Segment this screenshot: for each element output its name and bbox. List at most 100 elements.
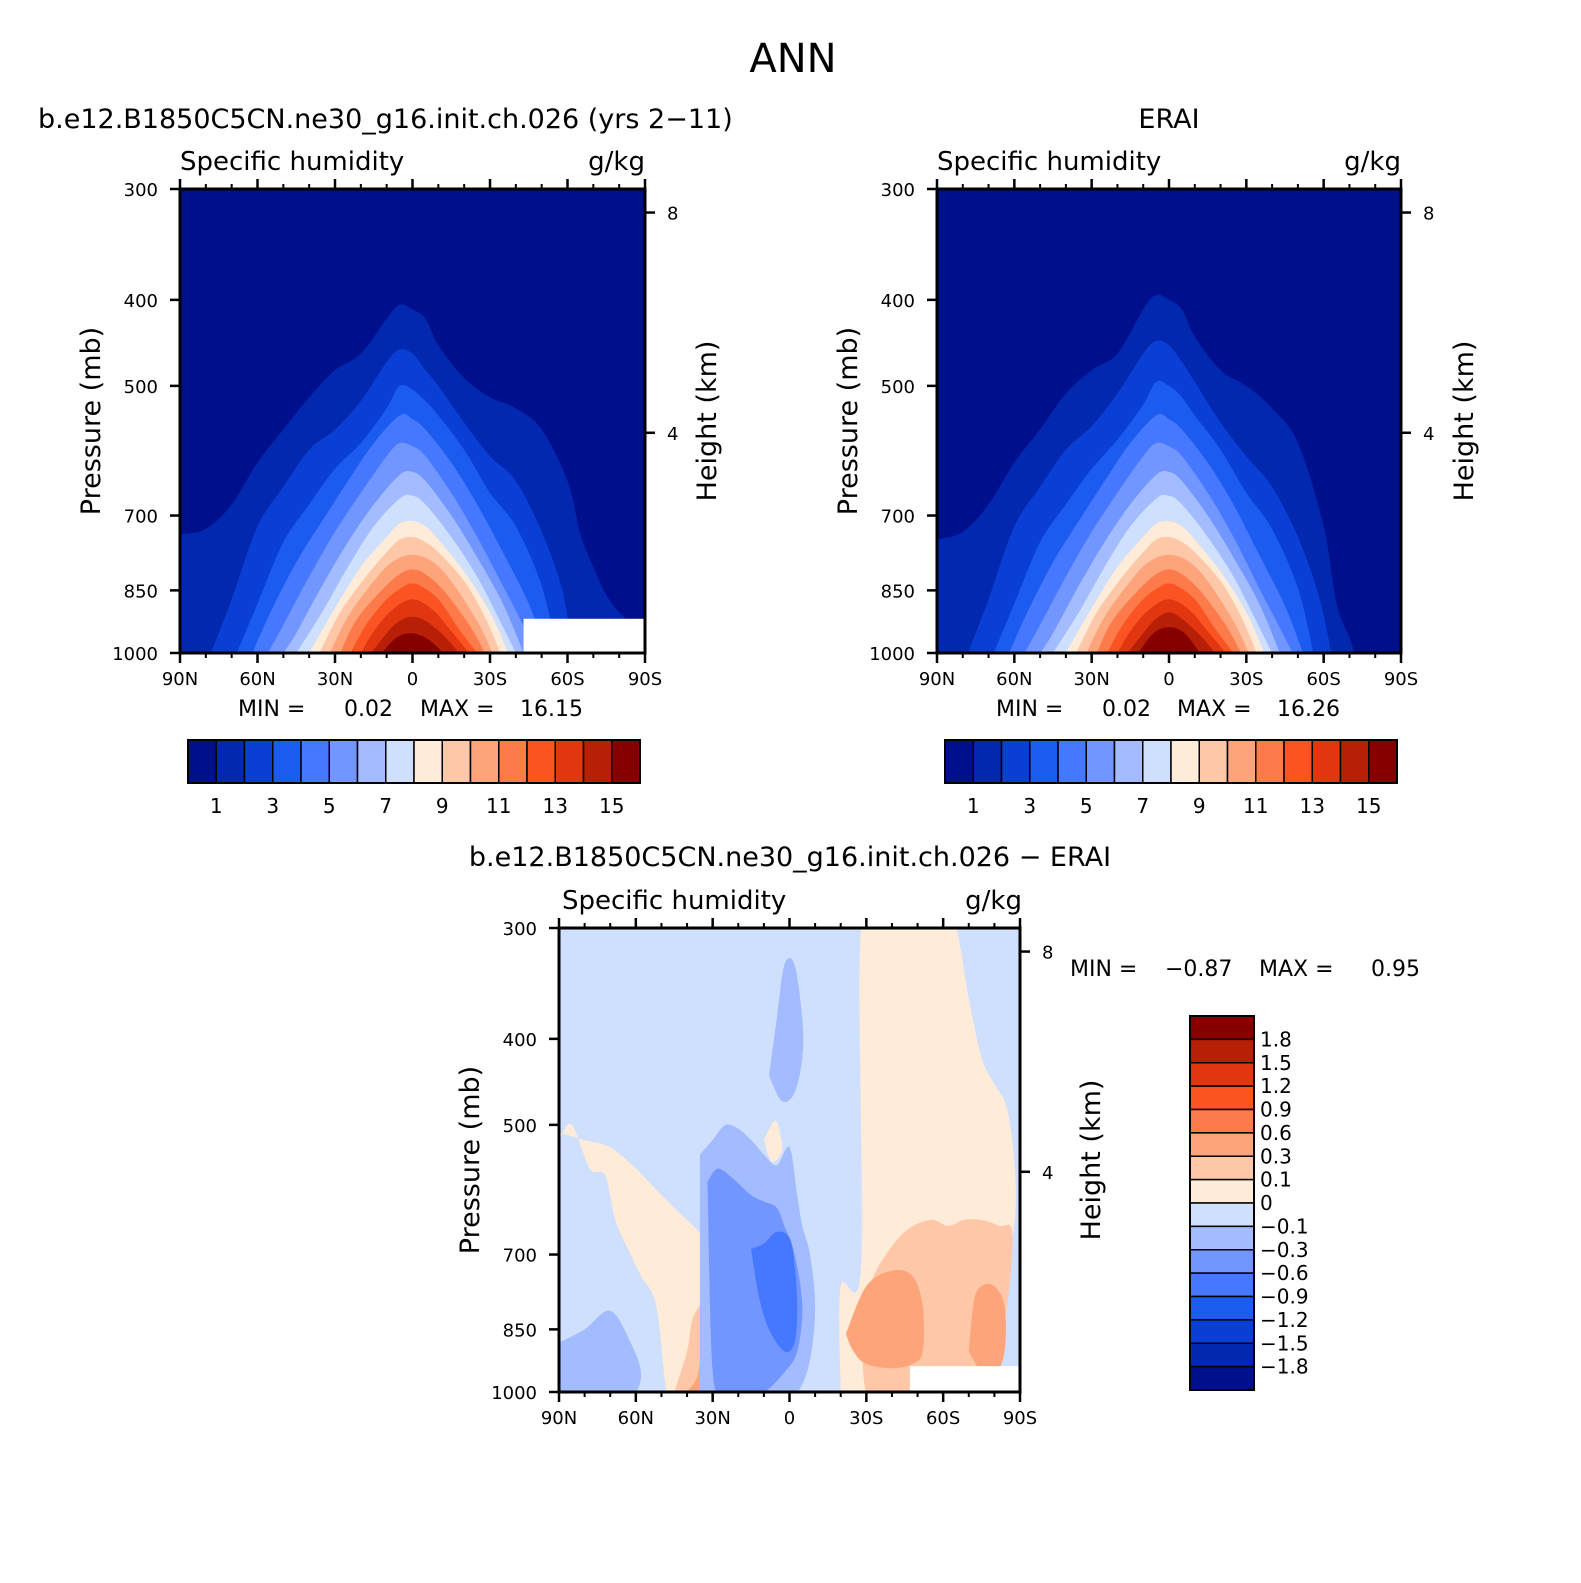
axes: 90N 60N 30N 0 30S 60S 90S 300 400 500 700 850 1000 8 4 <box>869 179 1434 690</box>
y-tick-label: 500 <box>503 1116 537 1137</box>
colorbar-swatch <box>1189 1178 1255 1204</box>
colorbar-label: 11 <box>486 794 511 818</box>
right-axis-label: Height (km) <box>1076 1080 1107 1241</box>
colorbar-swatch <box>611 739 641 784</box>
y-tick-label: 1000 <box>112 644 158 665</box>
colorbar-label: 15 <box>599 794 624 818</box>
x-tick-label: 60N <box>239 669 275 690</box>
x-tick-label: 30S <box>849 1408 883 1429</box>
variable-label: Specific humidity <box>562 886 786 916</box>
max-value: 0.95 <box>1371 957 1420 982</box>
x-tick-label: 30N <box>694 1408 730 1429</box>
colorbar-swatch <box>1189 1249 1255 1274</box>
colorbar-swatch <box>1189 1202 1255 1228</box>
colorbar-swatch <box>328 739 359 784</box>
colorbar-swatch <box>1198 739 1229 784</box>
colorbar-swatch <box>1189 1062 1255 1087</box>
max-label: MAX = <box>1177 697 1252 722</box>
colorbar-swatch <box>1189 1225 1255 1251</box>
obs-panel: ERAI Specific humidity g/kg 90N 60N 30N 0 30… <box>833 104 1480 818</box>
colorbar: 1 3 5 7 9 11 13 15 <box>187 739 641 818</box>
y-tick-label: 300 <box>881 180 915 201</box>
colorbar-label: −1.8 <box>1260 1355 1309 1379</box>
y-tick-label: 500 <box>124 377 158 398</box>
units-label: g/kg <box>1344 147 1401 177</box>
colorbar-swatch <box>1226 739 1257 784</box>
variable-label: Specific humidity <box>937 147 1161 177</box>
x-tick-label: 0 <box>407 669 418 690</box>
colorbar-swatch <box>272 739 302 784</box>
x-tick-label: 60N <box>996 669 1032 690</box>
max-value: 16.26 <box>1277 697 1340 722</box>
x-tick-label: 90N <box>541 1408 577 1429</box>
x-tick-label: 60S <box>1306 669 1340 690</box>
colorbar-swatch <box>1189 1038 1255 1064</box>
colorbar-label: 9 <box>1193 794 1206 818</box>
x-tick-label: 60S <box>926 1408 960 1429</box>
colorbar-swatch <box>1189 1319 1255 1344</box>
right-axis-label: Height (km) <box>1449 341 1480 502</box>
x-tick-label: 30S <box>1229 669 1263 690</box>
colorbar-swatch <box>1189 1365 1255 1391</box>
contour-region <box>769 957 804 1102</box>
x-tick-label: 0 <box>1163 669 1174 690</box>
colorbar-label: 3 <box>266 794 279 818</box>
colorbar-frame <box>187 739 641 784</box>
colorbar-label: 13 <box>1300 794 1325 818</box>
y-tick-label: 700 <box>503 1246 537 1267</box>
units-label: g/kg <box>965 886 1022 916</box>
x-tick-label: 90N <box>162 669 198 690</box>
colorbar-swatch <box>1189 1015 1255 1041</box>
colorbar-swatch <box>187 739 217 784</box>
colorbar-label: 1 <box>210 794 223 818</box>
colorbar-swatch <box>1189 1085 1255 1111</box>
colorbar-swatch <box>413 739 443 784</box>
colorbar-label: 1.2 <box>1260 1074 1292 1098</box>
colorbar-label: 0.9 <box>1260 1098 1292 1122</box>
colorbar-swatch <box>1189 1108 1255 1134</box>
y-tick-label: 1000 <box>869 644 915 665</box>
colorbar-swatch <box>300 739 330 784</box>
y-tick-label: 400 <box>503 1030 537 1051</box>
panel-title: ERAI <box>1138 104 1199 135</box>
x-tick-label: 30N <box>317 669 353 690</box>
difference-panel: b.e12.B1850C5CN.ne30_g16.init.ch.026 − E… <box>455 842 1420 1429</box>
colorbar-label: −0.3 <box>1260 1238 1309 1262</box>
max-label: MAX = <box>1259 957 1334 982</box>
colorbar-swatch <box>385 739 415 784</box>
colorbar-swatch <box>441 739 472 784</box>
axes: 90N 60N 30N 0 30S 60S 90S 300 400 500 700 850 1000 8 4 <box>491 918 1053 1429</box>
colorbar-swatch <box>1339 739 1370 784</box>
colorbar-label: −1.5 <box>1260 1331 1309 1355</box>
contour-region <box>763 1120 783 1162</box>
x-tick-label: 0 <box>784 1408 795 1429</box>
colorbar-swatch <box>1255 739 1285 784</box>
y-tick-label: 300 <box>124 180 158 201</box>
x-tick-label: 60N <box>618 1408 654 1429</box>
y-axis-label: Pressure (mb) <box>455 1066 486 1254</box>
colorbar-swatch <box>526 739 556 784</box>
model-panel: b.e12.B1850C5CN.ne30_g16.init.ch.026 (yr… <box>38 104 733 818</box>
height-tick-label: 4 <box>1423 424 1434 445</box>
x-tick-label: 90S <box>1384 669 1418 690</box>
colorbar-swatch <box>1142 739 1172 784</box>
height-tick-label: 4 <box>667 424 678 445</box>
colorbar-swatch <box>1368 739 1398 784</box>
contour-region <box>559 1310 642 1392</box>
y-tick-label: 500 <box>881 377 915 398</box>
colorbar-swatch <box>215 739 246 784</box>
colorbar-swatch <box>1189 1342 1255 1368</box>
variable-label: Specific humidity <box>180 147 404 177</box>
page-title: ANN <box>749 36 836 82</box>
x-tick-label: 30S <box>473 669 507 690</box>
y-axis-label: Pressure (mb) <box>833 327 864 515</box>
min-label: MIN = <box>996 697 1063 722</box>
colorbar-label: 7 <box>379 794 392 818</box>
x-tick-label: 90S <box>1003 1408 1037 1429</box>
min-value: 0.02 <box>1102 697 1151 722</box>
colorbar-label: 11 <box>1243 794 1268 818</box>
right-axis-label: Height (km) <box>692 341 723 502</box>
colorbar-label: 1 <box>967 794 980 818</box>
missing-data <box>523 618 645 653</box>
